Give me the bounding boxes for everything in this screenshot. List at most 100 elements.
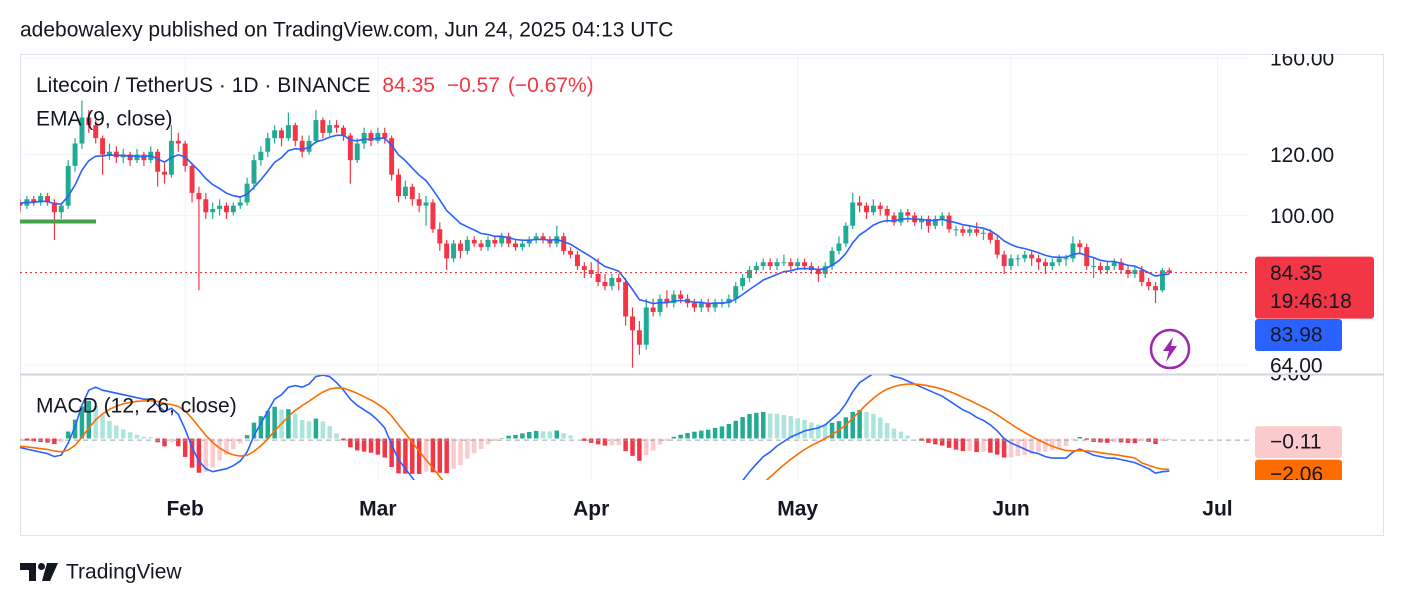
candle-body [127,154,133,161]
candle-body [657,298,663,312]
macd-hist-bar [829,422,835,439]
macd-hist-bar [334,433,339,439]
candle-body [664,298,670,304]
hist-value-label: −0.11 [1270,431,1322,454]
hist-value-box [1255,426,1342,459]
macd-line [20,375,1170,480]
candle-body [1146,282,1152,287]
candle-body [850,202,856,226]
candle-body [162,171,167,175]
candle-body [705,303,711,308]
macd-hist-bar [437,438,443,473]
macd-hist-bar [458,438,463,466]
ema-price-box [1255,319,1342,351]
macd-hist-bar [781,415,787,439]
candle-body [361,132,367,144]
macd-hist-bar [1139,438,1145,442]
candle-body [244,183,250,203]
candle-body [932,218,938,226]
macd-hist-bar [1084,438,1089,440]
chart-legend: Litecoin / TetherUS · 1D · BINANCE 84.35… [36,74,594,97]
candle-body [1022,254,1028,259]
logo-dot [38,563,45,570]
macd-hist-bar [189,438,195,468]
header-change: −0.57 [447,74,500,97]
candle-body [313,120,319,141]
ema-price-label: 83.98 [1270,324,1323,347]
macd-hist-bar [134,434,140,439]
candle-body [623,282,629,317]
candle-body [79,117,85,144]
candle-body [981,232,986,234]
macd-hist-bar [1112,438,1117,442]
candle-body [967,229,973,233]
candle-body [829,250,835,267]
candle-body [382,132,388,139]
alert-bolt[interactable] [1163,337,1177,362]
macd-hist-bar [754,412,759,439]
macd-hist-bar [348,438,353,448]
macd-hist-bar [430,438,436,473]
macd-hist-bar [878,417,883,439]
candle-body [437,229,443,244]
candle-body [292,125,298,141]
macd-hist-bar [774,413,780,439]
macd-hist-bar [478,438,484,450]
candle-body [925,218,931,226]
macd-hist-bar [995,438,1000,455]
candle-body [919,218,925,223]
macd-tick-label: 5.00 [1270,363,1311,386]
candle-body [1098,266,1103,271]
macd-hist-bar [981,438,986,452]
macd-hist-bar [244,435,250,439]
candle-body [1159,270,1165,291]
macd-hist-bar [933,438,938,445]
candle-body [568,250,574,255]
candle-body [581,266,587,271]
candle-body [368,132,374,141]
candle-body [802,262,808,267]
candle-body [45,196,51,203]
candle-body [691,303,697,308]
macd-hist-bar [1036,438,1041,453]
candle-body [994,239,1000,255]
candle-body [65,165,71,206]
candle-body [513,243,518,248]
macd-hist-bar [795,418,800,439]
macd-hist-bar [176,438,181,447]
macd-hist-bar [884,422,890,439]
macd-hist-bar [465,438,470,459]
y-tick-label: 160.00 [1270,48,1334,71]
candle-body [182,143,188,166]
candle-body [485,239,491,248]
symbol-title: Litecoin / TetherUS · 1D · BINANCE [36,74,371,97]
x-tick-label: Mar [359,498,396,521]
macd-hist-bar [127,432,133,439]
last-price-box [1255,256,1374,319]
macd-hist-bar [1160,438,1165,442]
macd-hist-bar [692,431,697,439]
candle-body [113,151,119,158]
macd-hist-bar [533,430,539,439]
candle-body [1001,254,1007,267]
signal-value-box [1255,459,1342,480]
macd-hist-bar [1043,438,1048,452]
alert-icon[interactable] [1149,328,1191,370]
macd-hist-bar [403,438,408,474]
macd-hist-bar [705,429,711,439]
candle-body [134,154,140,161]
macd-hist-bar [1125,438,1131,443]
candle-body [423,202,429,206]
macd-hist-bar [822,424,828,439]
macd-hist-bar [1167,438,1172,441]
macd-hist-bar [286,409,291,439]
macd-hist-bar [320,421,326,439]
macd-hist-bar [210,438,215,468]
macd-hist-bar [898,431,904,439]
candle-body [636,330,642,345]
candle-body [1036,258,1042,263]
macd-hist-bar [1070,438,1076,440]
macd-hist-bar [657,438,663,445]
macd-hist-bar [520,433,525,439]
macd-hist-bar [120,429,126,439]
